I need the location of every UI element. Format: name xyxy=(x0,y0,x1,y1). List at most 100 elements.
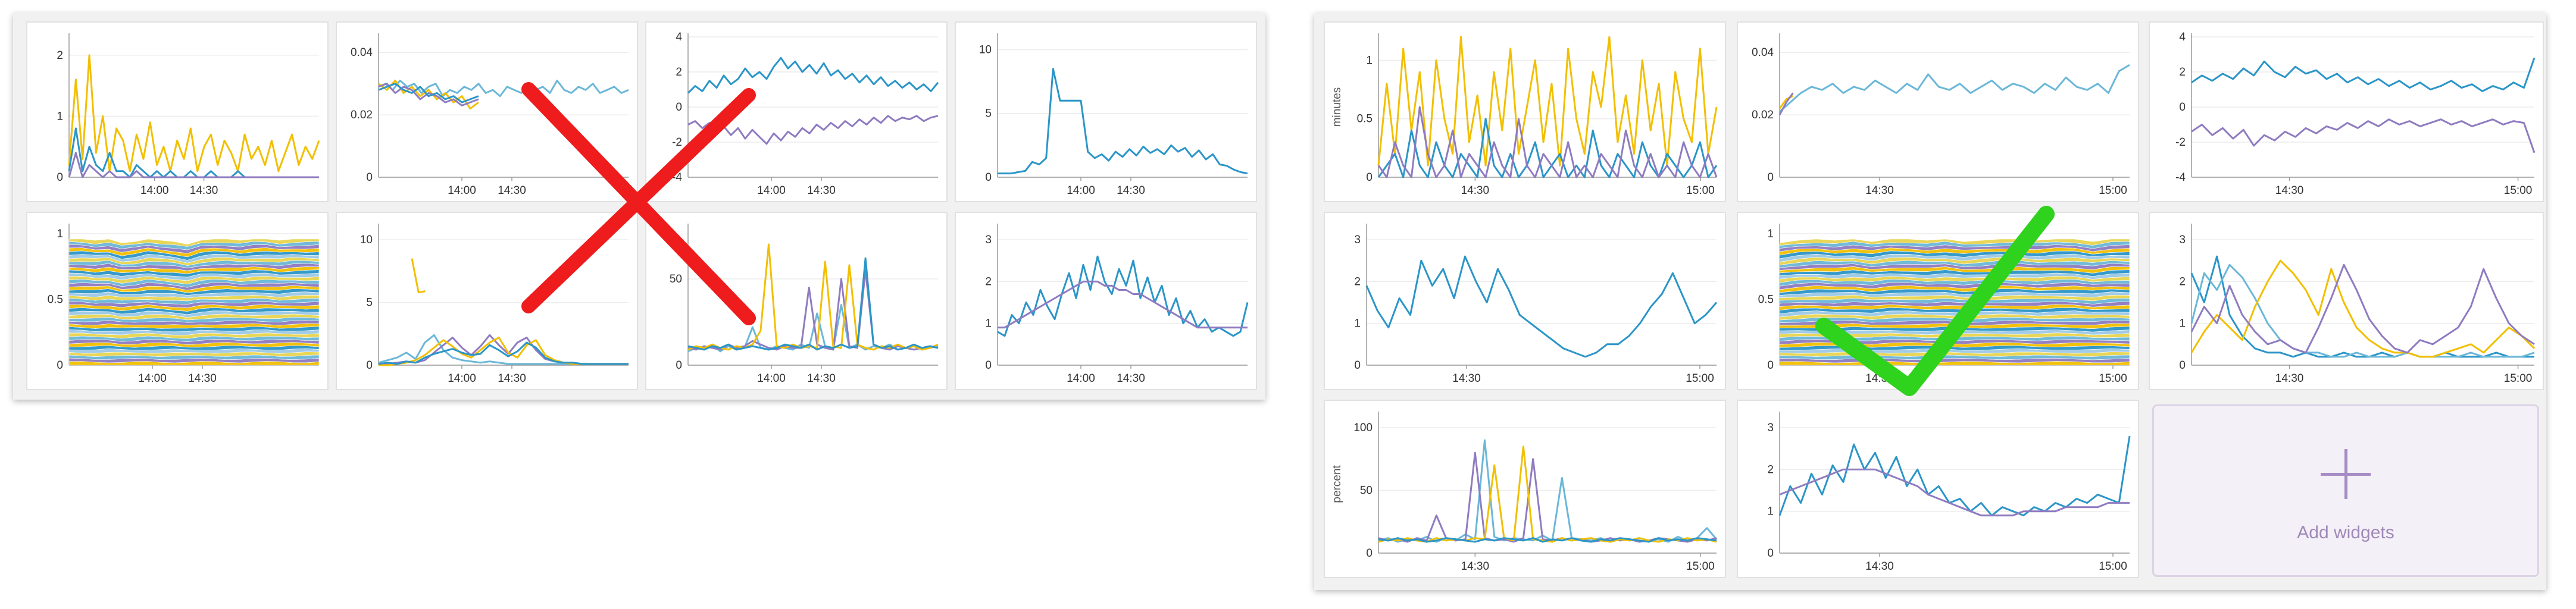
widget-chart-l6[interactable]: 0 5 10 14:00 14:30 xyxy=(336,212,638,390)
y-tick-label: 0 xyxy=(366,359,373,372)
series-line xyxy=(687,115,939,145)
y-tick-label: 3 xyxy=(1354,234,1361,246)
widget-chart-l5[interactable]: 0 0.5 1 14:00 14:30 xyxy=(26,212,329,390)
x-tick-label: 14:00 xyxy=(448,184,476,197)
x-tick-label: 14:30 xyxy=(190,184,218,197)
y-tick-label: 1 xyxy=(985,318,992,330)
left-dashboard-panel: 0 1 2 14:00 14:30 0 0.02 0.04 14:00 14:30 -4 -2 0 2… xyxy=(13,13,1265,400)
add-widgets-button[interactable]: Add widgets xyxy=(2152,404,2539,577)
series-line xyxy=(1779,64,2130,113)
x-tick-label: 14:30 xyxy=(1117,184,1145,197)
y-tick-label: 0 xyxy=(1767,171,1774,184)
y-tick-label: 1 xyxy=(1767,228,1774,240)
y-tick-label: 0 xyxy=(676,359,682,372)
series-line xyxy=(2190,255,2534,358)
series-line xyxy=(1378,537,1717,543)
x-tick-label: 14:30 xyxy=(1865,184,1894,197)
y-tick-label: -2 xyxy=(2175,136,2186,149)
y-tick-label: 10 xyxy=(360,234,373,246)
x-tick-label: 15:00 xyxy=(2504,184,2533,197)
y-tick-label: 2 xyxy=(2179,275,2186,288)
series-line xyxy=(2191,118,2536,153)
widget-chart-l3[interactable]: -4 -2 0 2 4 14:00 14:30 xyxy=(645,21,948,202)
chart-svg: 0 1 2 3 14:30 15:00 xyxy=(1767,412,2131,573)
y-tick-label: 0 xyxy=(2179,359,2186,372)
chart-svg: 0 1 2 3 14:30 15:00 xyxy=(2179,224,2536,385)
y-tick-label: 0 xyxy=(1354,359,1361,372)
x-tick-label: 14:00 xyxy=(757,372,786,385)
widget-chart-r6[interactable]: 0 1 2 3 14:30 15:00 xyxy=(2149,212,2544,390)
widget-chart-l1[interactable]: 0 1 2 14:00 14:30 xyxy=(26,21,329,202)
widget-chart-r2[interactable]: 0 0.02 0.04 14:30 15:00 xyxy=(1737,21,2139,202)
series-line xyxy=(2190,263,2535,354)
y-tick-label: 2 xyxy=(676,66,682,79)
y-tick-label: 4 xyxy=(676,31,682,43)
y-tick-label: -4 xyxy=(672,171,682,184)
widget-chart-r4[interactable]: 0 1 2 3 14:30 15:00 xyxy=(1324,212,1726,390)
x-tick-label: 14:30 xyxy=(498,372,526,385)
series-line xyxy=(1779,468,2130,517)
series-line xyxy=(2190,263,2535,358)
series-line xyxy=(68,54,320,172)
x-tick-label: 14:30 xyxy=(1865,560,1894,573)
series-line xyxy=(1778,435,2131,517)
x-tick-label: 14:30 xyxy=(807,184,836,197)
y-tick-label: 0 xyxy=(366,171,373,184)
x-tick-label: 14:30 xyxy=(807,372,836,385)
series-line xyxy=(2191,57,2536,92)
widget-chart-l4[interactable]: 0 5 10 14:00 14:30 xyxy=(955,21,1257,202)
x-tick-label: 14:30 xyxy=(2275,372,2304,385)
widget-chart-r3[interactable]: -4 -2 0 2 4 14:30 15:00 xyxy=(2149,21,2544,202)
y-tick-label: 0 xyxy=(1366,171,1373,184)
series-line xyxy=(687,269,939,351)
widget-chart-r5[interactable]: 0 0.5 1 14:30 15:00 xyxy=(1737,212,2139,390)
chart-svg: -4 -2 0 2 4 14:30 15:00 xyxy=(2175,31,2536,197)
chart-svg: 0 1 2 3 14:30 15:00 xyxy=(1354,224,1718,385)
series-line xyxy=(687,257,939,351)
y-tick-label: -2 xyxy=(672,136,682,149)
y-tick-label: 3 xyxy=(1767,422,1774,434)
series-line xyxy=(1377,118,1718,178)
series-line xyxy=(1377,106,1718,178)
series-line xyxy=(379,337,629,366)
series-line xyxy=(378,341,629,365)
right-dashboard-panel: 0 0.5 1 14:30 15:00 minutes 0 0.02 0.04 14:30 15:… xyxy=(1314,13,2546,590)
x-tick-label: 15:00 xyxy=(1686,184,1715,197)
chart-svg: 0 0.5 1 14:30 15:00 minutes xyxy=(1331,33,1718,197)
x-tick-label: 14:30 xyxy=(2275,184,2304,197)
x-tick-label: 14:30 xyxy=(498,184,526,197)
chart-svg: 0 5 10 14:00 14:30 xyxy=(979,33,1248,197)
chart-svg: 0 0.02 0.04 14:00 14:30 xyxy=(351,33,629,197)
y-axis-label: percent xyxy=(1331,465,1343,503)
series-line xyxy=(2190,259,2536,358)
y-tick-label: 5 xyxy=(366,297,373,309)
series-line xyxy=(687,56,939,94)
chart-svg: 0 1 2 14:00 14:30 xyxy=(57,33,320,197)
widget-chart-r1[interactable]: 0 0.5 1 14:30 15:00 minutes xyxy=(1324,21,1726,202)
y-tick-label: 1 xyxy=(1366,54,1373,67)
x-tick-label: 14:30 xyxy=(1452,372,1481,385)
x-tick-label: 14:00 xyxy=(1067,372,1095,385)
x-tick-label: 15:00 xyxy=(2504,372,2533,385)
widget-chart-l8[interactable]: 0 1 2 3 14:00 14:30 xyxy=(955,212,1257,390)
y-tick-label: 2 xyxy=(57,49,63,62)
chart-svg: 0 5 10 14:00 14:30 xyxy=(360,224,629,385)
x-tick-label: 14:30 xyxy=(1117,372,1145,385)
y-tick-label: -4 xyxy=(2175,171,2186,184)
widget-chart-l2[interactable]: 0 0.02 0.04 14:00 14:30 xyxy=(336,21,638,202)
y-tick-label: 2 xyxy=(985,275,992,288)
y-tick-label: 50 xyxy=(670,273,682,285)
widget-chart-l7[interactable]: 0 50 14:00 14:30 xyxy=(645,212,948,390)
y-tick-label: 3 xyxy=(2179,234,2186,246)
y-tick-label: 2 xyxy=(1767,463,1774,476)
y-tick-label: 100 xyxy=(1353,422,1373,434)
x-tick-label: 15:00 xyxy=(1686,372,1714,385)
series-line xyxy=(1377,36,1718,167)
x-tick-label: 15:00 xyxy=(2099,560,2127,573)
widget-chart-r8[interactable]: 0 1 2 3 14:30 15:00 xyxy=(1737,400,2139,578)
chart-svg: 0 50 100 14:30 15:00 percent xyxy=(1331,412,1718,573)
x-tick-label: 14:30 xyxy=(1461,560,1490,573)
chart-svg: 0 1 2 3 14:00 14:30 xyxy=(985,224,1249,385)
y-tick-label: 2 xyxy=(2179,66,2186,79)
widget-chart-r7[interactable]: 0 50 100 14:30 15:00 percent xyxy=(1324,400,1726,578)
